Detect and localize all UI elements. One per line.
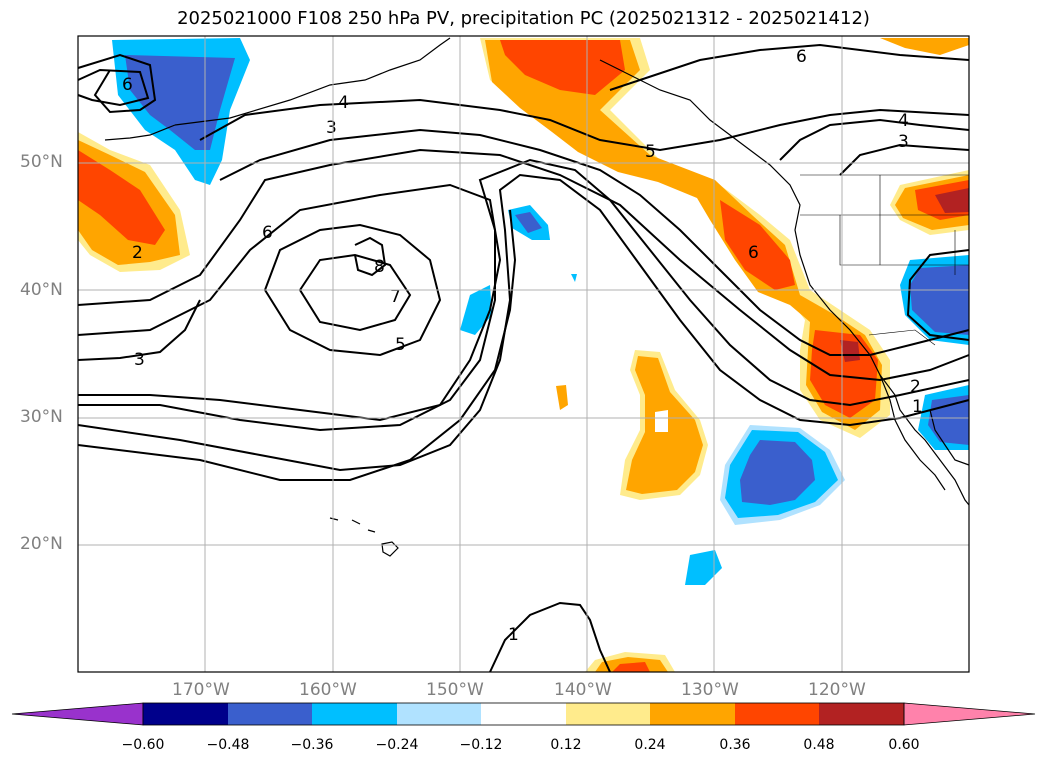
colorbar-tick-label: −0.60 xyxy=(121,737,165,753)
colorbar-segment xyxy=(650,703,735,725)
contour-label: 4 xyxy=(898,111,909,131)
colorbar-tick-label: 0.60 xyxy=(888,737,920,753)
lon-label: 130°W xyxy=(681,680,739,700)
contour-label: 5 xyxy=(395,335,406,355)
contour-label: 7 xyxy=(390,287,401,307)
precip-shading xyxy=(78,38,969,672)
alaska-coast xyxy=(174,37,451,126)
positive-anomaly-ne xyxy=(880,38,969,55)
colorbar-segment xyxy=(735,703,819,725)
colorbar-tick-label: 0.36 xyxy=(719,737,751,753)
hawaii-islands xyxy=(329,517,399,557)
colorbar-tick-label: −0.48 xyxy=(206,737,250,753)
colorbar-tick-label: 0.48 xyxy=(803,737,835,753)
colorbar-segment xyxy=(481,703,566,725)
lon-label: 140°W xyxy=(554,680,612,700)
coastlines xyxy=(104,37,970,557)
lon-label: 170°W xyxy=(172,680,230,700)
pv-contours xyxy=(77,43,970,673)
colorbar-tick-label: −0.24 xyxy=(375,737,419,753)
contour-label: 6 xyxy=(122,75,133,95)
colorbar-segment xyxy=(143,703,228,725)
contour-labels: 6 4 3 6 2 3 8 7 5 6 5 6 4 3 2 1 1 xyxy=(122,47,923,645)
colorbar-segment xyxy=(819,703,904,725)
contour-label: 3 xyxy=(134,350,145,370)
contour-label: 3 xyxy=(326,118,337,138)
lon-label: 160°W xyxy=(299,680,357,700)
colorbar-segment xyxy=(566,703,650,725)
lon-label: 150°W xyxy=(426,680,484,700)
colorbar-tick-label: 0.24 xyxy=(634,737,666,753)
contour-label: 6 xyxy=(796,47,807,67)
contour-label: 8 xyxy=(374,257,385,277)
lat-label: 50°N xyxy=(20,152,63,172)
contour-label: 2 xyxy=(910,377,921,397)
colorbar xyxy=(11,702,1036,726)
contour-label: 1 xyxy=(508,625,519,645)
colorbar-tick-label: −0.12 xyxy=(459,737,503,753)
map-title: 2025021000 F108 250 hPa PV, precipitatio… xyxy=(177,8,870,29)
contour-label: 2 xyxy=(132,243,143,263)
colorbar-tick-label: 0.12 xyxy=(550,737,582,753)
lat-label: 20°N xyxy=(20,534,63,554)
contour-label: 6 xyxy=(262,223,273,243)
colorbar-segment xyxy=(228,703,312,725)
lat-label: 40°N xyxy=(20,280,63,300)
colorbar-extend-low xyxy=(11,702,144,726)
colorbar-segment xyxy=(312,703,397,725)
lat-label: 30°N xyxy=(20,407,63,427)
contour-label: 5 xyxy=(645,142,656,162)
baja-coast xyxy=(879,374,946,491)
us-states xyxy=(800,174,969,346)
contour-label: 4 xyxy=(338,93,349,113)
colorbar-tick-label: −0.36 xyxy=(290,737,334,753)
map-area: 6 4 3 6 2 3 8 7 5 6 5 6 4 3 2 1 1 xyxy=(77,35,970,673)
lon-label: 120°W xyxy=(808,680,866,700)
contour-label: 3 xyxy=(898,132,909,152)
colorbar-segment xyxy=(397,703,481,725)
colorbar-extend-high xyxy=(903,702,1036,726)
gridlines xyxy=(78,36,969,672)
north-america-coast xyxy=(599,59,970,506)
contour-label: 6 xyxy=(748,243,759,263)
contour-label: 1 xyxy=(912,397,923,417)
